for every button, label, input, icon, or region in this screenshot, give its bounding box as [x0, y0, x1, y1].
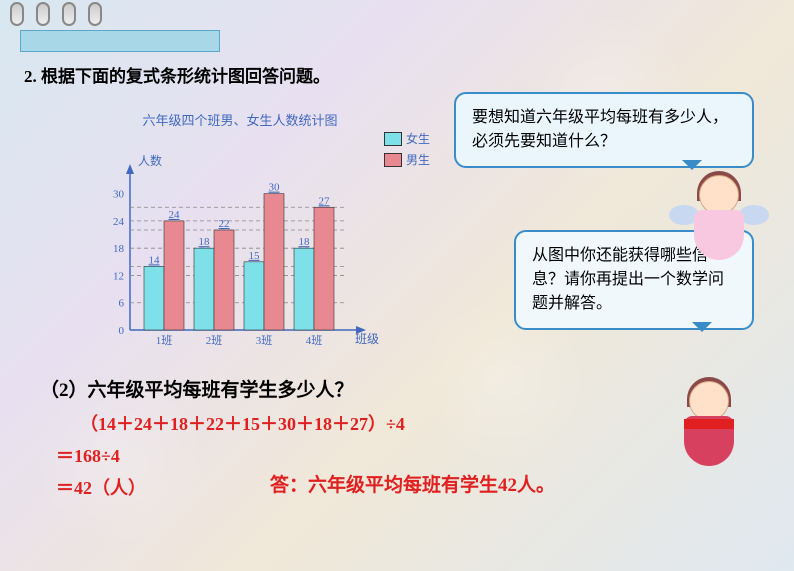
chart-title: 六年级四个班男、女生人数统计图: [80, 110, 400, 129]
legend-label-male: 男生: [406, 151, 430, 168]
svg-text:30: 30: [269, 182, 281, 194]
header-bar: [20, 30, 220, 52]
svg-text:0: 0: [119, 325, 125, 337]
svg-text:24: 24: [113, 216, 125, 228]
legend-swatch-female: [384, 132, 402, 146]
svg-text:3班: 3班: [256, 334, 273, 347]
svg-text:18: 18: [113, 243, 125, 255]
chart-legend: 女生 男生: [384, 130, 430, 172]
svg-text:4班: 4班: [306, 334, 323, 347]
svg-text:12: 12: [113, 270, 124, 282]
svg-text:27: 27: [319, 195, 331, 207]
question-title: 2. 根据下面的复式条形统计图回答问题。: [24, 62, 330, 87]
speech-bubble-1: 要想知道六年级平均每班有多少人，必须先要知道什么？: [454, 92, 754, 168]
svg-text:30: 30: [113, 189, 125, 201]
bar-chart: 六年级四个班男、女生人数统计图 女生 男生 人数 班级 061218243014…: [80, 110, 400, 370]
sub-question: （2）六年级平均每班有学生多少人？: [40, 375, 354, 402]
svg-text:22: 22: [219, 218, 230, 230]
svg-text:14: 14: [149, 254, 161, 266]
svg-text:2班: 2班: [206, 334, 223, 347]
legend-label-female: 女生: [406, 130, 430, 147]
svg-text:18: 18: [299, 236, 311, 248]
svg-text:18: 18: [199, 236, 211, 248]
svg-text:1班: 1班: [156, 334, 173, 347]
legend-swatch-male: [384, 153, 402, 167]
chart-canvas: 0 6 12 18 24 30 14 24 1班 18 22 2班 15 30 3班 18 27 4班: [80, 150, 380, 360]
character-angel: [684, 175, 754, 255]
character-girl: [674, 381, 764, 511]
calculation-step-3: ＝42（人）: [56, 474, 146, 500]
svg-text:6: 6: [119, 298, 125, 310]
answer-text: 答：六年级平均每班有学生42人。: [270, 470, 555, 497]
calculation-step-2: ＝168÷4: [56, 442, 120, 468]
svg-text:24: 24: [169, 209, 181, 221]
svg-text:15: 15: [249, 250, 261, 262]
calculation-step-1: （14＋24＋18＋22＋15＋30＋18＋27）÷4: [80, 410, 405, 436]
spiral-binding: [10, 2, 102, 26]
